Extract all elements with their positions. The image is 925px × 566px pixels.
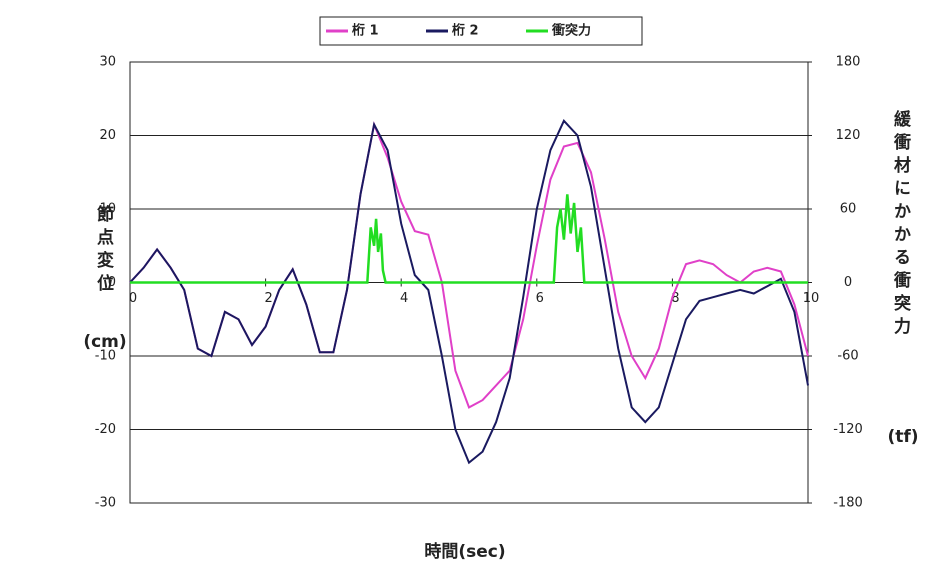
series-line (129, 119, 809, 465)
y2-tick-label: 60 (840, 202, 857, 217)
x-tick-label: 4 (400, 291, 408, 306)
y-tick-label: -20 (95, 422, 116, 437)
y-tick-label: 20 (99, 128, 116, 143)
x-tick-label: 2 (264, 291, 272, 306)
y2-tick-label: 0 (844, 275, 852, 290)
y-tick-label: 0 (108, 275, 116, 290)
y-tick-label: 30 (99, 55, 116, 70)
legend-label: 衝突力 (551, 23, 591, 39)
y-tick-label: 10 (99, 202, 116, 217)
y-tick-label: -10 (95, 349, 116, 364)
series-line (129, 121, 809, 409)
y-tick-label: -30 (95, 496, 116, 511)
y2-tick-label: -60 (837, 349, 858, 364)
legend-box (319, 16, 643, 46)
y-axis-label: 節点変位 (93, 204, 115, 297)
x-tick-label: 8 (671, 291, 679, 306)
y-axis-unit: (cm) (83, 332, 126, 352)
y2-axis-unit: (tf) (887, 427, 918, 447)
x-tick-label: 10 (803, 291, 820, 306)
x-axis-label: 時間(sec) (424, 541, 505, 562)
series-line (130, 194, 808, 284)
legend-label: 桁 1 (352, 23, 379, 39)
x-tick-label: 0 (129, 291, 137, 306)
y2-tick-label: 180 (836, 55, 861, 70)
x-tick-label: 6 (536, 291, 544, 306)
y2-axis-label: 緩衝材にかかる衝突力 (890, 109, 912, 340)
y2-tick-label: 120 (836, 128, 861, 143)
y2-tick-label: -180 (833, 496, 863, 511)
legend-label: 桁 2 (452, 23, 479, 39)
y2-tick-label: -120 (833, 422, 863, 437)
